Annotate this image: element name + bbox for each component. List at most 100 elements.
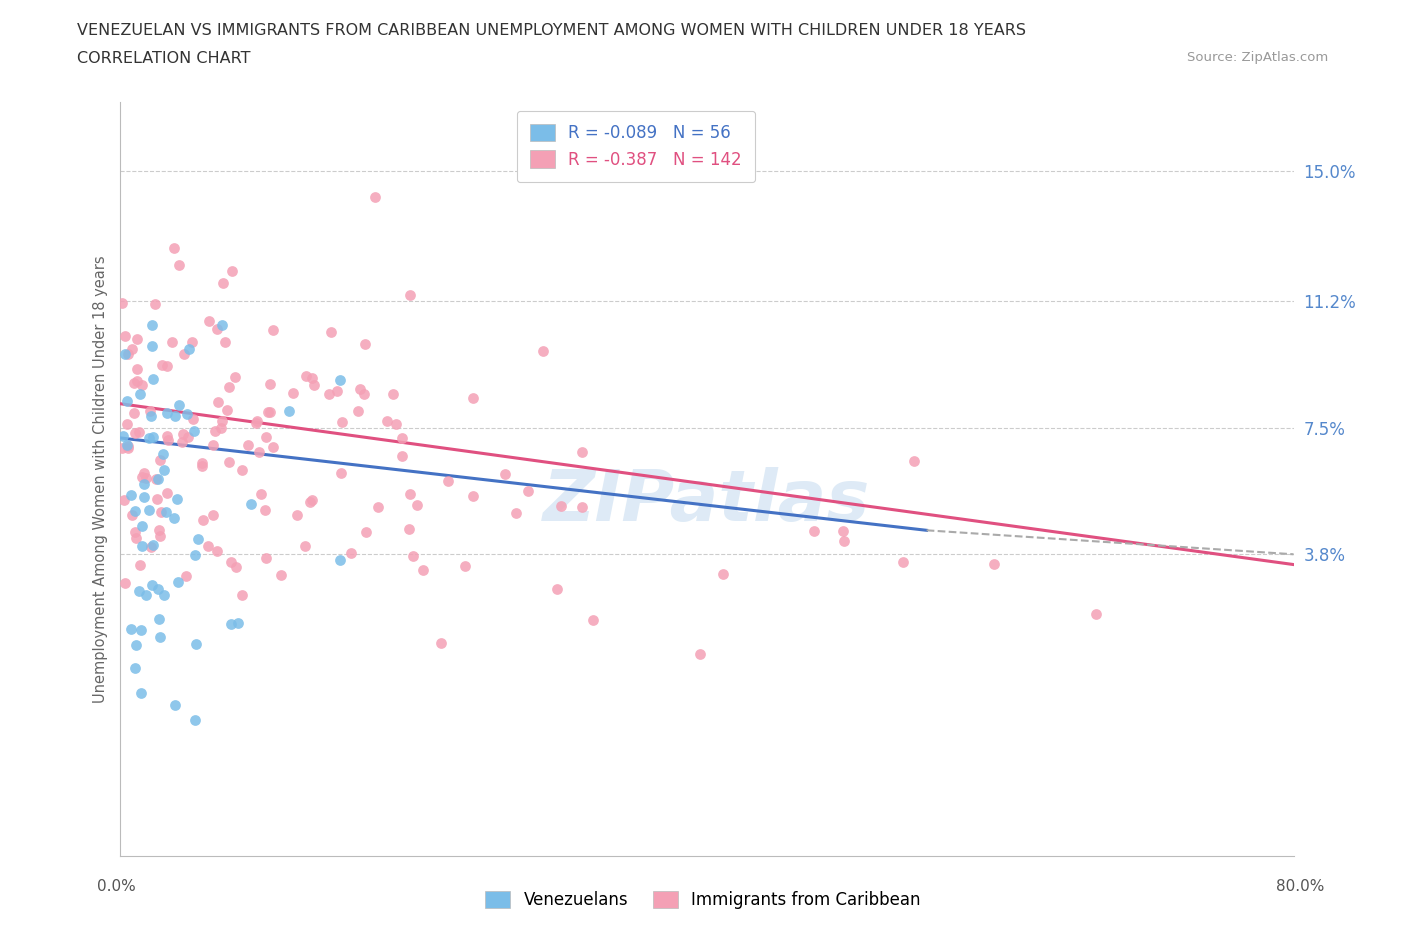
Point [149, 452, 172, 467]
Point [219, 617, 242, 631]
Point [131, 378, 153, 392]
Point [891, 554, 914, 569]
Point [184, 712, 207, 727]
Point [402, 549, 425, 564]
Point [128, 583, 150, 598]
Point [302, 378, 325, 392]
Point [155, 505, 177, 520]
Point [125, 530, 148, 545]
Point [165, 698, 187, 713]
Point [115, 393, 138, 408]
Point [141, 539, 163, 554]
Point [363, 190, 385, 205]
Point [571, 445, 593, 459]
Point [347, 404, 370, 418]
Point [463, 391, 485, 405]
Point [170, 435, 193, 450]
Point [329, 466, 352, 481]
Point [193, 512, 215, 527]
Point [114, 576, 136, 591]
Point [689, 646, 711, 661]
Point [201, 508, 224, 523]
Point [211, 276, 233, 291]
Point [262, 440, 284, 455]
Text: 0.0%: 0.0% [97, 879, 136, 894]
Point [114, 347, 136, 362]
Point [138, 431, 160, 445]
Point [281, 386, 304, 401]
Point [117, 417, 139, 432]
Point [437, 473, 460, 488]
Point [112, 429, 135, 444]
Point [325, 384, 347, 399]
Point [239, 496, 262, 511]
Point [132, 465, 155, 480]
Point [131, 538, 153, 553]
Point [329, 373, 352, 388]
Point [339, 546, 361, 561]
Point [115, 438, 138, 453]
Point [172, 427, 194, 442]
Point [153, 463, 176, 478]
Point [157, 432, 180, 447]
Point [145, 472, 167, 486]
Point [270, 567, 292, 582]
Point [146, 492, 169, 507]
Point [142, 371, 165, 386]
Point [711, 567, 734, 582]
Point [398, 521, 420, 536]
Point [294, 538, 316, 553]
Point [138, 503, 160, 518]
Point [381, 387, 404, 402]
Point [129, 386, 152, 401]
Point [121, 341, 143, 356]
Point [198, 313, 221, 328]
Point [179, 342, 201, 357]
Point [181, 412, 204, 427]
Point [301, 371, 323, 386]
Point [354, 525, 377, 539]
Point [246, 414, 269, 429]
Point [149, 630, 172, 644]
Point [247, 445, 270, 459]
Point [148, 472, 170, 486]
Point [148, 612, 170, 627]
Point [134, 490, 156, 505]
Point [131, 623, 153, 638]
Legend: R = -0.089   N = 56, R = -0.387   N = 142: R = -0.089 N = 56, R = -0.387 N = 142 [517, 111, 755, 182]
Point [128, 425, 150, 440]
Point [111, 441, 134, 456]
Point [219, 554, 242, 569]
Point [149, 529, 172, 544]
Point [121, 508, 143, 523]
Point [112, 492, 135, 507]
Point [129, 685, 152, 700]
Point [225, 559, 247, 574]
Point [146, 581, 169, 596]
Point [142, 538, 165, 552]
Point [517, 484, 540, 498]
Point [163, 241, 186, 256]
Point [141, 317, 163, 332]
Point [571, 499, 593, 514]
Point [120, 621, 142, 636]
Text: 80.0%: 80.0% [1277, 879, 1324, 894]
Point [217, 403, 239, 418]
Point [205, 544, 228, 559]
Point [461, 489, 484, 504]
Point [330, 415, 353, 430]
Point [254, 551, 277, 565]
Point [117, 438, 139, 453]
Point [120, 487, 142, 502]
Point [903, 453, 925, 468]
Point [129, 557, 152, 572]
Point [183, 424, 205, 439]
Point [135, 587, 157, 602]
Point [211, 413, 233, 428]
Point [156, 429, 179, 444]
Point [180, 335, 202, 350]
Point [184, 548, 207, 563]
Point [259, 405, 281, 419]
Point [253, 503, 276, 518]
Point [155, 405, 177, 420]
